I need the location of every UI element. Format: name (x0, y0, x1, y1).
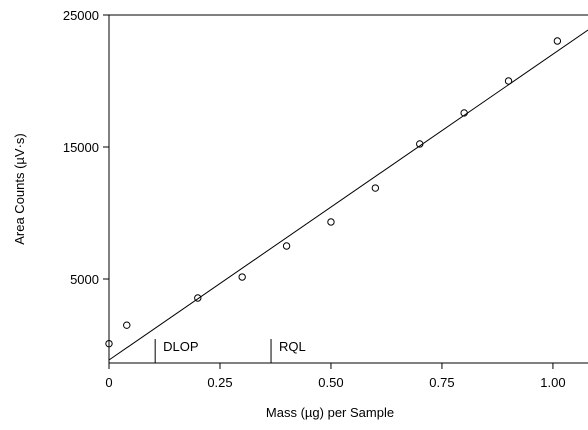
data-point (105, 339, 113, 348)
data-point (282, 242, 291, 250)
data-point (194, 294, 202, 302)
annotation-label: DLOP (163, 339, 198, 354)
x-tick-label: 0.25 (207, 375, 232, 390)
data-point (327, 218, 335, 226)
data-point (123, 321, 131, 329)
fit-line (108, 29, 588, 361)
data-point (553, 37, 562, 45)
data-point (371, 184, 380, 192)
x-tick-label: 1.00 (540, 375, 565, 390)
y-tick-label: 25000 (63, 8, 99, 23)
data-point (238, 273, 246, 281)
x-tick-label: 0 (105, 375, 112, 390)
y-tick-label: 15000 (63, 140, 99, 155)
y-tick-label: 5000 (70, 272, 99, 287)
annotation-label: RQL (279, 339, 306, 354)
x-tick-label: 0.50 (318, 375, 343, 390)
y-axis-label: Area Counts (µV·s) (12, 133, 27, 245)
x-tick-label: 0.75 (429, 375, 454, 390)
x-axis-label: Mass (µg) per Sample (266, 405, 394, 420)
